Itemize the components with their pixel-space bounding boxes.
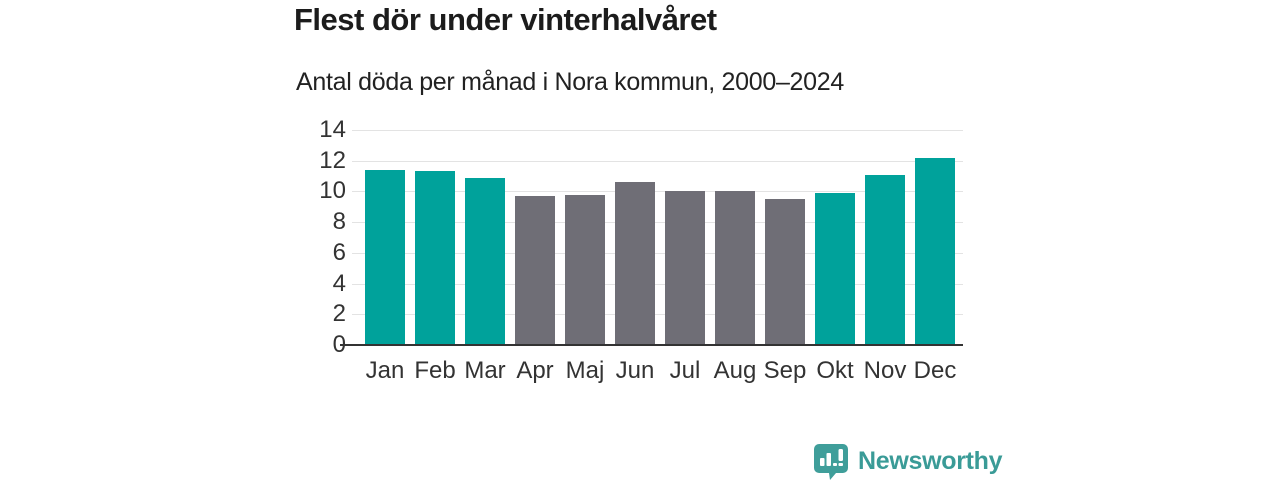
xtick-label-sep: Sep [763,357,807,384]
xtick-label-jul: Jul [669,357,701,384]
newsworthy-logo-text: Newsworthy [858,447,1003,475]
ytick-label-4: 4 [332,269,346,297]
bar-jan [365,169,405,345]
xtick-label-apr: Apr [516,357,554,384]
bar-nov [865,174,905,345]
bar-mar [465,177,505,345]
x-axis-baseline [340,344,963,346]
xtick-label-mar: Mar [464,357,506,384]
ytick-label-6: 6 [332,238,346,266]
xtick-label-aug: Aug [713,357,757,384]
bar-apr [515,196,555,345]
xtick-label-dec: Dec [913,357,957,384]
bar-okt [815,192,855,345]
chart-subtitle: Antal döda per månad i Nora kommun, 2000… [296,68,844,96]
bar-jun [615,182,655,345]
xtick-label-nov: Nov [863,357,907,384]
gridline-y-10 [352,191,963,193]
gridline-y-8 [352,222,963,224]
gridline-y-12 [352,160,963,162]
ytick-label-0: 0 [332,331,346,358]
xtick-label-jun: Jun [615,357,655,384]
gridline-y-2 [352,314,963,316]
bar-jul [665,191,705,345]
plot-area [352,130,963,345]
chart-title: Flest dör under vinterhalvåret [294,2,717,37]
ytick-label-14: 14 [319,116,346,143]
xtick-label-jan: Jan [365,357,405,384]
xtick-label-okt: Okt [816,357,854,384]
xtick-label-feb: Feb [414,357,456,384]
ytick-label-2: 2 [332,300,346,328]
bar-aug [715,191,755,345]
newsworthy-bar-chart-bubble-icon [812,442,850,480]
bar-maj [565,194,605,345]
ytick-label-10: 10 [319,177,346,205]
ytick-label-12: 12 [319,146,346,174]
bar-feb [415,171,455,345]
gridline-y-4 [352,283,963,285]
bar-dec [915,157,955,345]
newsworthy-logo-link[interactable]: Newsworthy [812,442,1003,480]
gridline-y-6 [352,252,963,254]
xtick-label-maj: Maj [565,357,605,384]
ytick-label-8: 8 [332,208,346,236]
bar-sep [765,199,805,345]
gridline-y-14 [352,130,963,131]
